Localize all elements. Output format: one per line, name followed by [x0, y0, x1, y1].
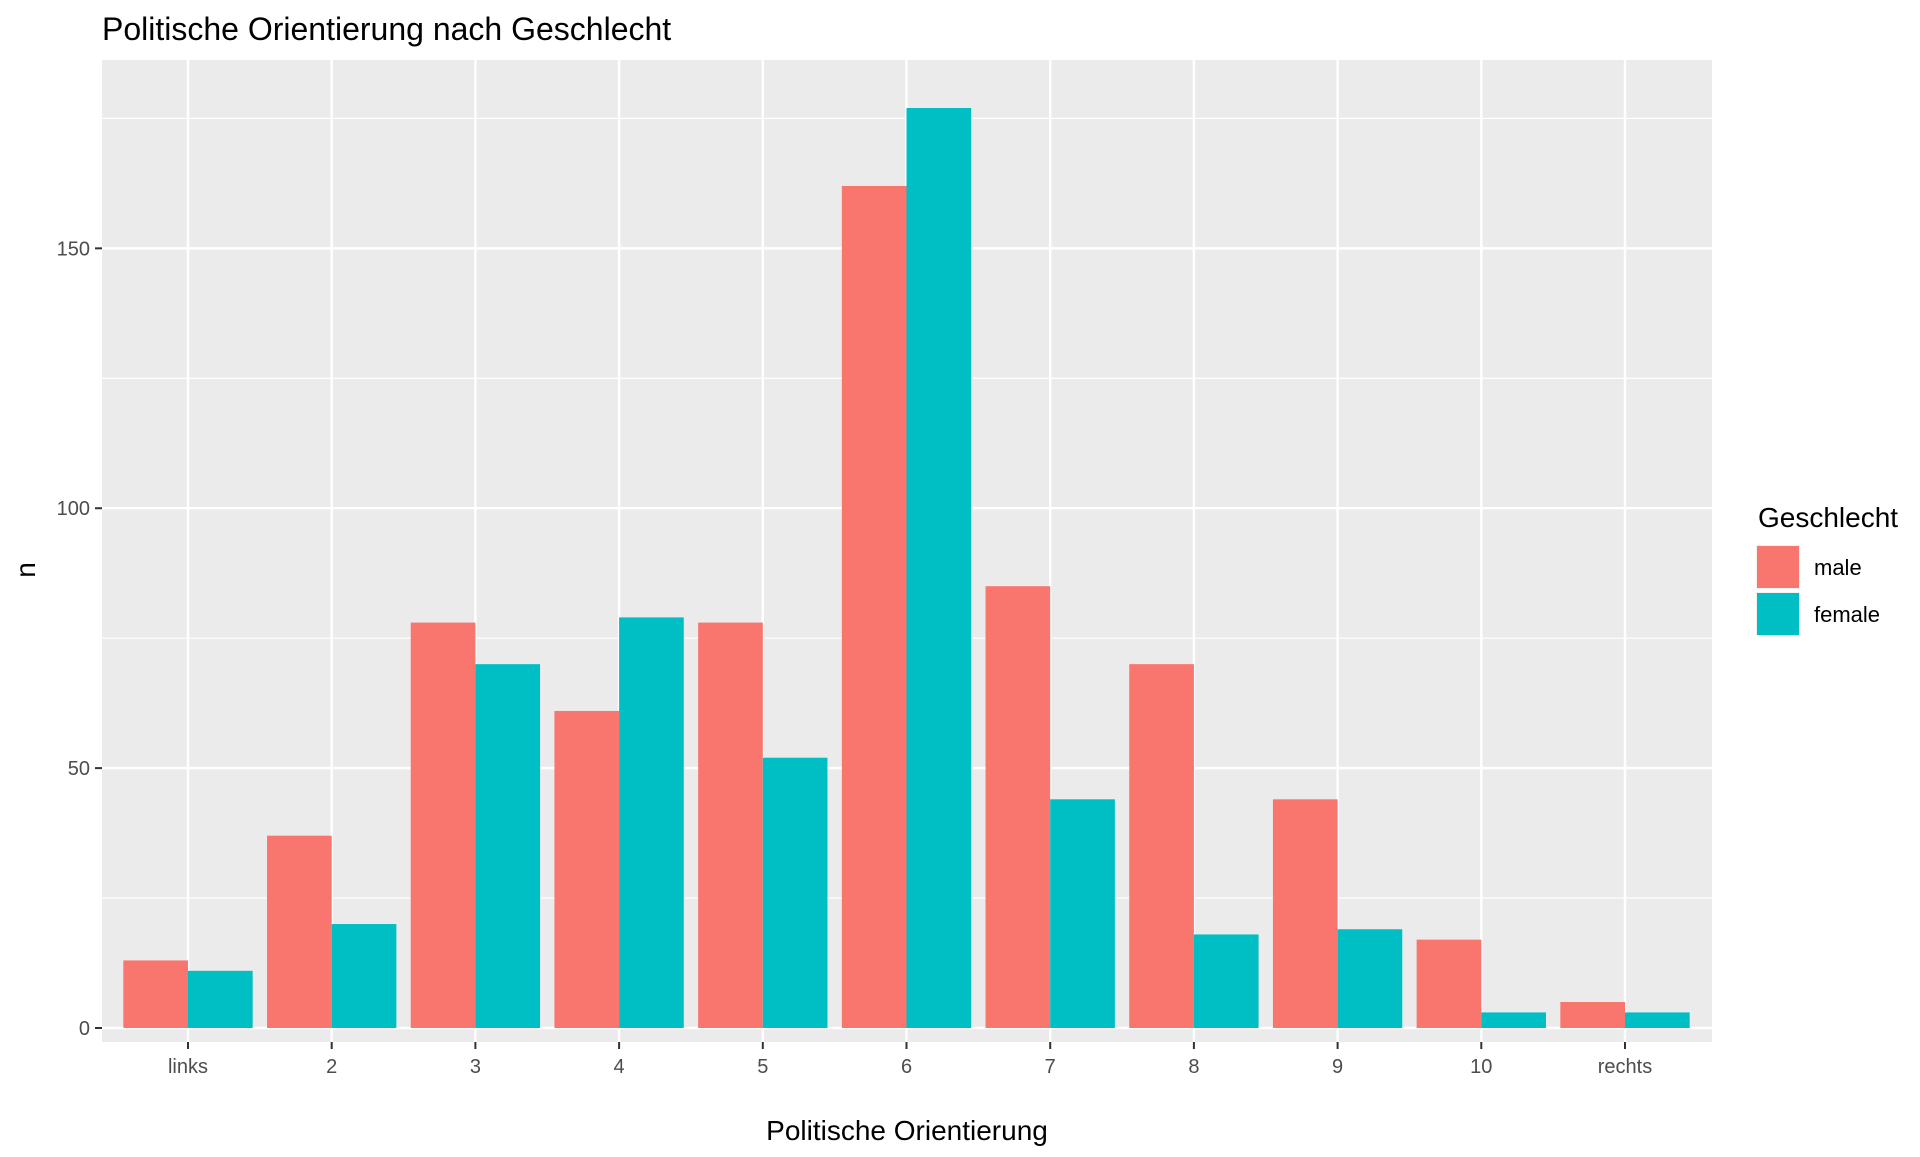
x-tick-label: 9	[1332, 1056, 1343, 1078]
legend: Geschlecht male female	[1756, 502, 1898, 636]
bar-male-rechts	[1560, 1002, 1625, 1028]
y-axis: 0 50 100 150	[57, 238, 102, 1040]
x-tick-label: links	[168, 1056, 208, 1078]
y-tick-label: 0	[79, 1018, 90, 1040]
legend-label-male: male	[1814, 555, 1862, 580]
bar-male-2	[267, 835, 332, 1028]
x-tick-label: 8	[1188, 1056, 1199, 1078]
x-axis: links 2 3 4 5 6 7 8 9 10 rechts	[168, 1042, 1652, 1078]
y-tick-label: 150	[57, 238, 90, 260]
legend-title: Geschlecht	[1758, 502, 1898, 533]
bar-male-3	[410, 622, 476, 1028]
x-tick-label: 2	[326, 1056, 337, 1078]
x-tick-label: 5	[757, 1056, 768, 1078]
bar-female-3	[475, 664, 541, 1028]
x-axis-title: Politische Orientierung	[766, 1115, 1048, 1146]
bar-female-9	[1337, 929, 1403, 1028]
legend-key-male	[1757, 546, 1799, 588]
bar-male-6	[841, 185, 907, 1029]
x-tick-label: rechts	[1598, 1056, 1652, 1078]
bar-female-links	[188, 970, 253, 1028]
legend-key-female	[1757, 593, 1799, 635]
bar-male-10	[1416, 939, 1482, 1028]
legend-label-female: female	[1814, 602, 1880, 627]
bar-female-7	[1050, 799, 1115, 1028]
bars	[123, 108, 1690, 1029]
bar-male-5	[698, 622, 763, 1028]
bar-male-7	[985, 586, 1051, 1028]
bar-male-links	[123, 960, 188, 1028]
x-tick-label: 3	[470, 1056, 481, 1078]
bar-female-10	[1481, 1012, 1546, 1028]
bar-female-4	[619, 617, 684, 1028]
bar-female-8	[1193, 934, 1259, 1028]
bar-female-6	[906, 108, 972, 1028]
bar-male-4	[554, 710, 620, 1028]
bar-female-2	[331, 924, 397, 1028]
bar-male-8	[1129, 664, 1194, 1028]
x-tick-label: 6	[901, 1056, 912, 1078]
y-tick-label: 100	[57, 498, 90, 520]
y-tick-label: 50	[68, 758, 90, 780]
x-tick-label: 10	[1470, 1056, 1492, 1078]
x-tick-label: 4	[614, 1056, 625, 1078]
bar-female-5	[762, 757, 828, 1028]
x-tick-label: 7	[1045, 1056, 1056, 1078]
bar-female-rechts	[1625, 1012, 1690, 1028]
y-axis-title: n	[10, 562, 41, 578]
legend-items: male female	[1756, 545, 1880, 636]
chart-title: Politische Orientierung nach Geschlecht	[102, 11, 671, 47]
bar-male-9	[1272, 799, 1338, 1028]
